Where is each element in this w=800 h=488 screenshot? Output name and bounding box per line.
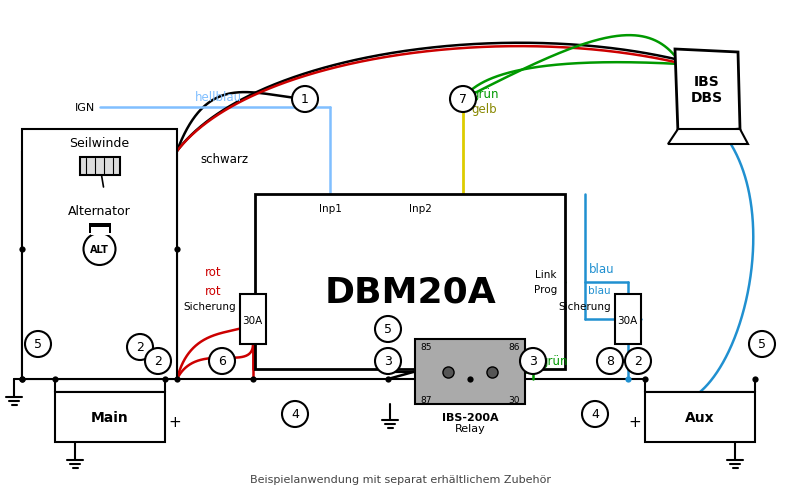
Text: ALT: ALT (90, 244, 109, 254)
Text: 3: 3 (529, 355, 537, 368)
Text: Main: Main (91, 410, 129, 424)
Text: Alternator: Alternator (68, 205, 131, 218)
Circle shape (127, 334, 153, 360)
Circle shape (749, 331, 775, 357)
Circle shape (625, 348, 651, 374)
Circle shape (145, 348, 171, 374)
Text: 30: 30 (509, 396, 520, 405)
Text: 5: 5 (34, 338, 42, 351)
Text: blau: blau (589, 263, 614, 276)
Bar (615, 294, 641, 345)
Text: +: + (169, 415, 182, 429)
Text: 4: 4 (291, 407, 299, 421)
Text: Link: Link (535, 269, 557, 280)
Circle shape (582, 401, 608, 427)
Text: 2: 2 (136, 341, 144, 354)
Circle shape (282, 401, 308, 427)
Text: IGN: IGN (74, 103, 95, 113)
Text: Sicherung: Sicherung (558, 302, 611, 311)
Text: Inp2: Inp2 (409, 203, 431, 214)
Bar (22, 130, 177, 379)
Text: grün: grün (540, 355, 567, 368)
Text: 7: 7 (459, 93, 467, 106)
Bar (645, 392, 755, 442)
Circle shape (450, 87, 476, 113)
Circle shape (292, 87, 318, 113)
Text: 87: 87 (420, 396, 431, 405)
Text: Beispielanwendung mit separat erhältlichem Zubehör: Beispielanwendung mit separat erhältlich… (250, 474, 550, 484)
Text: DBM20A: DBM20A (324, 275, 496, 309)
Text: 86: 86 (509, 343, 520, 352)
Text: 85: 85 (420, 343, 431, 352)
Text: 2: 2 (154, 355, 162, 368)
Text: gelb: gelb (471, 103, 497, 116)
Text: Seilwinde: Seilwinde (70, 137, 130, 150)
Circle shape (25, 331, 51, 357)
Text: 5: 5 (758, 338, 766, 351)
Text: rot: rot (205, 266, 222, 279)
Text: 3: 3 (384, 355, 392, 368)
Text: Sicherung: Sicherung (183, 302, 236, 311)
Bar (90, 227, 109, 236)
Text: grün: grün (471, 88, 498, 102)
Text: 6: 6 (218, 355, 226, 368)
Bar (240, 294, 266, 345)
Text: +: + (629, 415, 642, 429)
Bar (415, 339, 525, 404)
Text: 2: 2 (634, 355, 642, 368)
Text: 30A: 30A (242, 315, 262, 325)
Bar (55, 392, 165, 442)
Text: 8: 8 (606, 355, 614, 368)
Bar (79, 158, 119, 176)
Polygon shape (675, 50, 740, 135)
Text: IBS
DBS: IBS DBS (691, 75, 723, 105)
Text: hellblau: hellblau (195, 91, 242, 104)
Circle shape (375, 316, 401, 342)
Text: 1: 1 (301, 93, 309, 106)
Text: Relay: Relay (454, 423, 486, 433)
Text: 4: 4 (591, 407, 599, 421)
Bar (255, 195, 565, 369)
Circle shape (209, 348, 235, 374)
Circle shape (597, 348, 623, 374)
Circle shape (520, 348, 546, 374)
Text: Prog: Prog (534, 285, 557, 294)
Text: schwarz: schwarz (200, 153, 248, 166)
Circle shape (83, 234, 115, 265)
Text: Aux: Aux (685, 410, 715, 424)
Text: IBS-200A: IBS-200A (442, 412, 498, 422)
Text: 5: 5 (384, 323, 392, 336)
Bar (89, 224, 110, 234)
Circle shape (375, 348, 401, 374)
Text: blau: blau (588, 285, 611, 295)
Text: Inp1: Inp1 (318, 203, 342, 214)
Text: rot: rot (205, 285, 222, 298)
Polygon shape (668, 130, 748, 145)
Text: 30A: 30A (617, 315, 638, 325)
